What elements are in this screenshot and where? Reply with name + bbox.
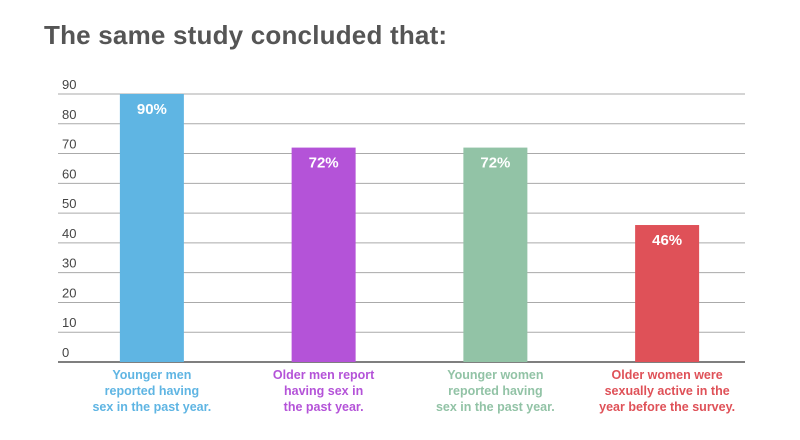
chart-title: The same study concluded that:: [44, 20, 448, 50]
y-tick-label: 50: [62, 196, 76, 211]
bar: [463, 147, 528, 362]
bar-value-label: 46%: [652, 232, 682, 249]
y-tick-label: 40: [62, 226, 76, 241]
category-label: Younger women reported having sex in the…: [435, 368, 555, 414]
category-label: Older men report having sex in the past …: [272, 368, 375, 414]
bar: [291, 147, 356, 362]
bar: [119, 94, 184, 362]
bar-value-label: 90%: [137, 101, 167, 118]
y-tick-label: 0: [62, 345, 69, 360]
y-tick-label: 60: [62, 166, 76, 181]
bar-value-label: 72%: [480, 155, 510, 172]
category-label: Younger men reported having sex in the p…: [92, 368, 212, 414]
y-tick-label: 70: [62, 137, 76, 152]
y-tick-label: 10: [62, 315, 76, 330]
category-label: Older women were sexually active in the …: [599, 368, 736, 414]
bar: [635, 225, 700, 362]
y-tick-label: 30: [62, 256, 76, 271]
y-tick-label: 80: [62, 107, 76, 122]
y-tick-label: 20: [62, 285, 76, 300]
bar-value-label: 72%: [309, 155, 339, 172]
y-tick-label: 90: [62, 77, 76, 92]
